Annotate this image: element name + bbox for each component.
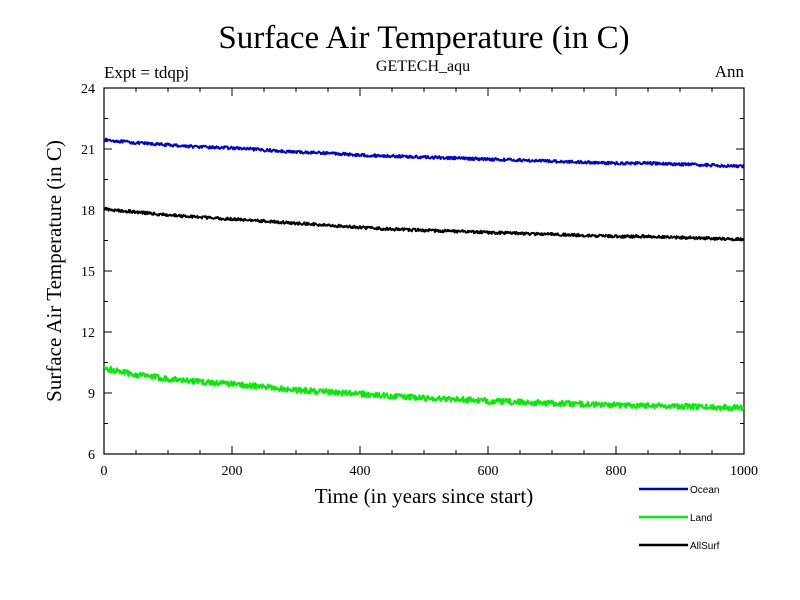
series-line-ocean [103, 137, 745, 169]
x-axis-label: Time (in years since start) [315, 484, 534, 508]
axis-ticks [103, 87, 745, 455]
y-axis-label: Surface Air Temperature (in C) [42, 140, 66, 402]
y-tick-label: 9 [88, 387, 95, 402]
y-tick-label: 6 [88, 448, 95, 463]
chart-title: Surface Air Temperature (in C) [218, 20, 629, 56]
y-tick-label: 12 [81, 326, 95, 341]
x-tick-label: 600 [478, 464, 499, 479]
series-line-allsurf [103, 206, 745, 242]
series-lines [103, 137, 745, 412]
legend-label-allsurf: AllSurf [690, 541, 720, 552]
x-tick-labels: 0 200 400 600 800 1000 [101, 464, 759, 479]
y-tick-label: 24 [81, 82, 95, 97]
x-tick-label: 1000 [730, 464, 758, 479]
y-tick-labels: 6 9 12 15 18 21 24 [81, 82, 95, 463]
x-tick-label: 0 [101, 464, 108, 479]
legend: Ocean Land AllSurf [639, 485, 720, 552]
y-tick-label: 18 [81, 204, 95, 219]
y-tick-label: 15 [81, 265, 95, 280]
x-tick-label: 200 [222, 464, 243, 479]
legend-label-land: Land [690, 513, 712, 524]
x-tick-label: 400 [350, 464, 371, 479]
chart-subtitle: GETECH_aqu [376, 58, 470, 75]
experiment-label: Expt = tdqpj [104, 63, 189, 82]
x-tick-label: 800 [606, 464, 627, 479]
season-label: Ann [715, 62, 745, 81]
y-tick-label: 21 [81, 143, 95, 158]
legend-label-ocean: Ocean [690, 485, 719, 496]
series-line-land [103, 365, 745, 412]
